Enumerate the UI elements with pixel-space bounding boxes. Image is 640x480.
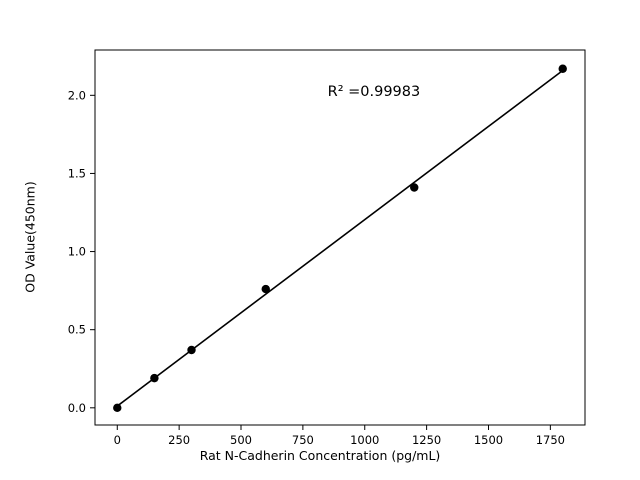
data-point (410, 183, 419, 192)
y-tick-label: 1.0 (68, 245, 86, 259)
x-tick-label: 1750 (536, 433, 565, 447)
fit-line (116, 69, 564, 407)
data-point (187, 345, 196, 355)
x-tick-label: 750 (292, 433, 314, 447)
x-axis-label: Rat N-Cadherin Concentration (pg/mL) (199, 448, 441, 463)
data-point (113, 403, 122, 413)
y-tick-label: 2.0 (68, 88, 86, 102)
data-point (261, 284, 270, 294)
y-tick-label: 1.5 (68, 166, 86, 180)
x-tick-label: 500 (230, 433, 252, 447)
x-tick-label: 1250 (412, 433, 441, 447)
plot-border (94, 49, 586, 426)
x-tick-label: 1500 (474, 433, 503, 447)
x-tick-label: 250 (168, 433, 190, 447)
x-tick-label: 0 (114, 433, 121, 447)
y-axis-label: OD Value(450nm) (22, 181, 38, 293)
data-point (558, 64, 567, 73)
data-point (150, 373, 159, 383)
y-tick-label: 0.0 (68, 401, 86, 415)
r-squared-annotation: R² =0.99983 (327, 84, 421, 101)
x-tick-label: 1000 (350, 433, 379, 447)
y-tick-label: 0.5 (68, 323, 86, 337)
